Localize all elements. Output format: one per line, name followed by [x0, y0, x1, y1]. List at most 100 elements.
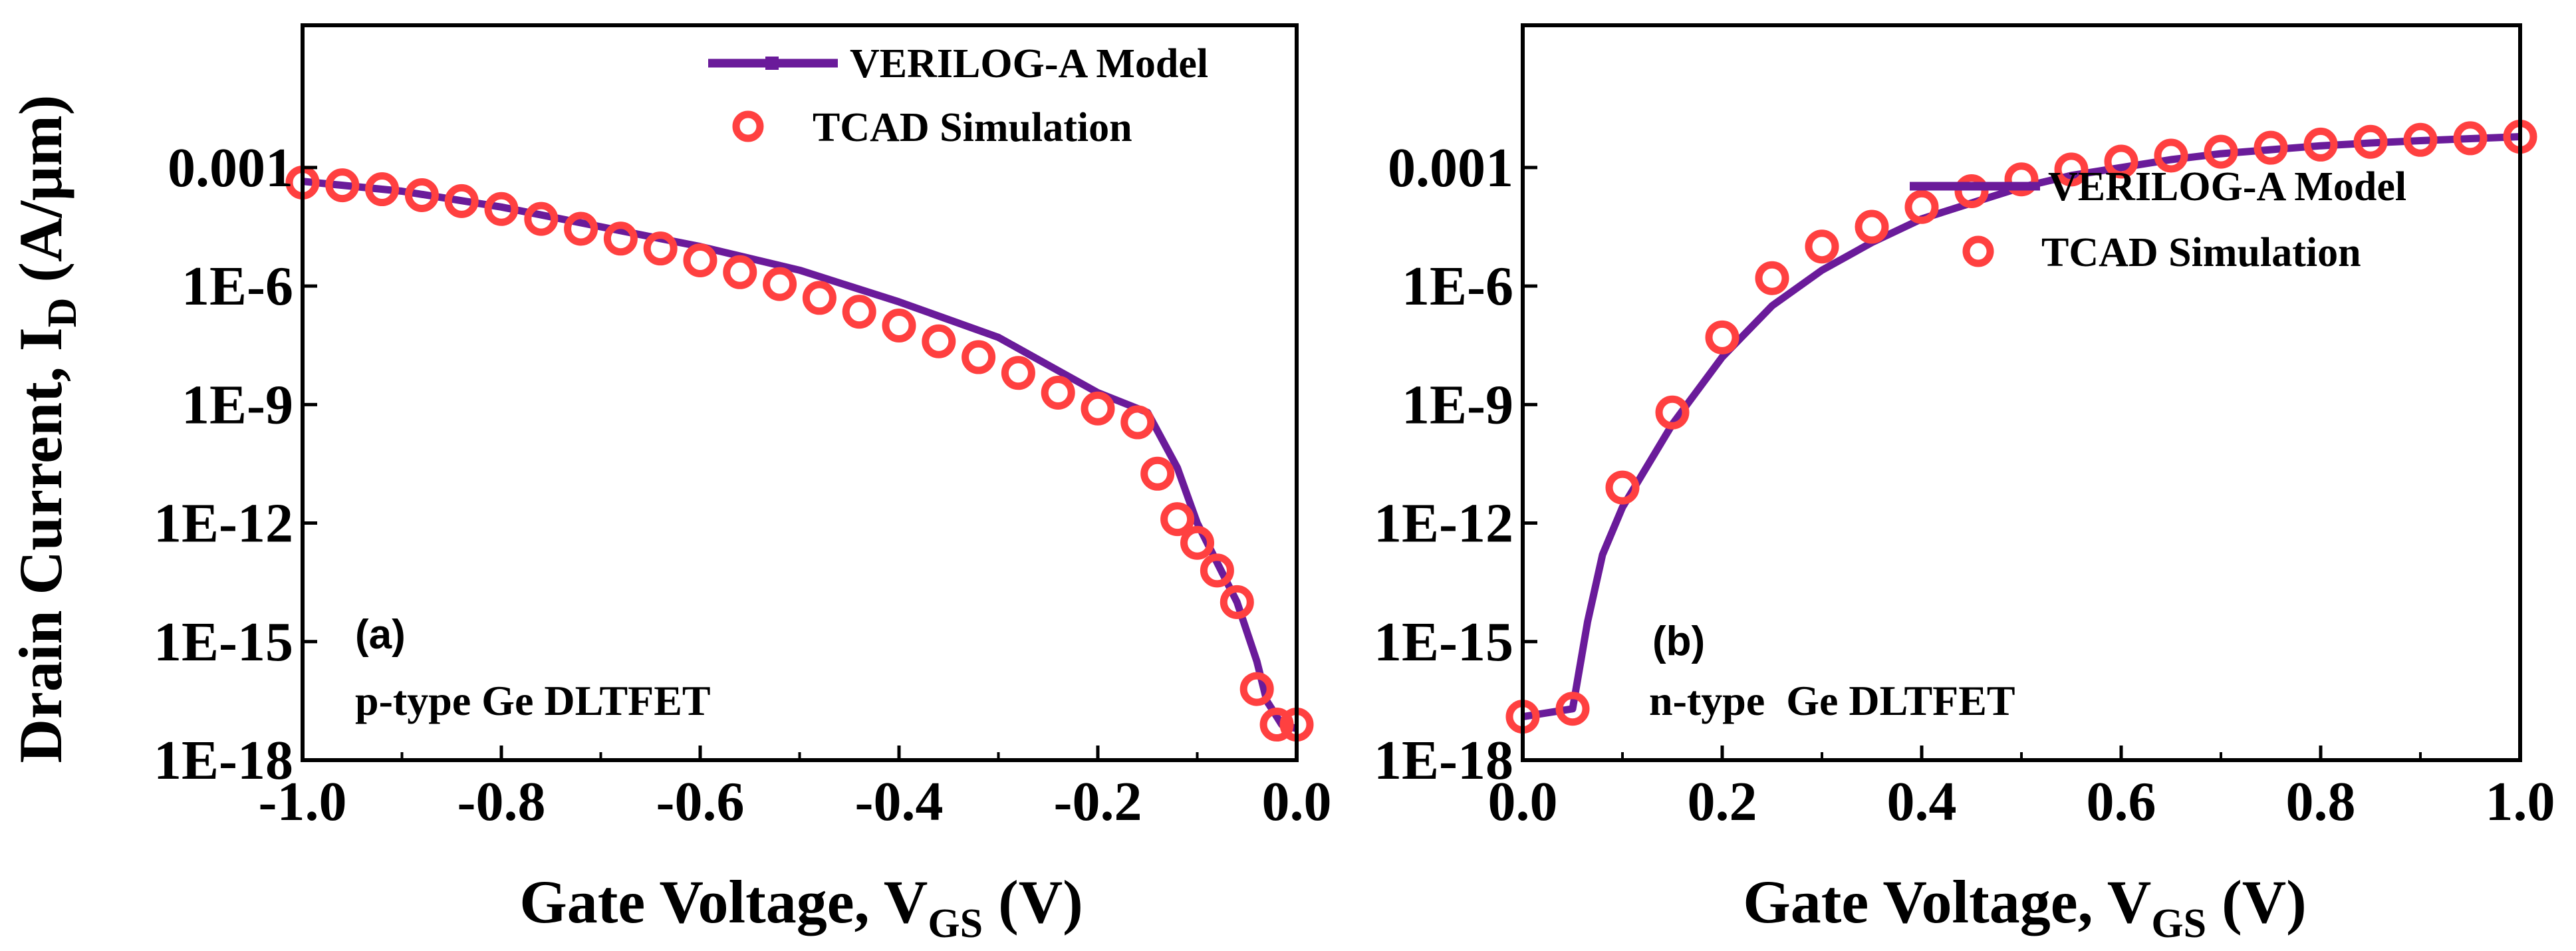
- panel-b-legend: VERILOG-A Model TCAD Simulation: [1910, 164, 2406, 275]
- panel-a-marks: [285, 165, 1314, 742]
- panel-b-x-tick-label: 0.8: [2286, 771, 2356, 833]
- panel-a-legend-circle-swatch: [732, 110, 764, 142]
- panel-a-tcad-point: [1001, 356, 1035, 390]
- panel-b-y-tick-label: 1E-9: [1402, 374, 1513, 436]
- panel-a-legend: VERILOG-A Model TCAD Simulation: [708, 41, 1208, 150]
- panel-b-tcad-point: [1805, 229, 1839, 264]
- panel-b-tcad-point: [1954, 174, 1989, 209]
- panel-a-x-tick-label: 0.0: [1262, 771, 1332, 833]
- panel-b-tcad-point: [1705, 320, 1739, 354]
- panel-a-x-tick-label: -0.2: [1054, 771, 1142, 833]
- panel-a-series-model-line: [302, 178, 1298, 732]
- panel-a-tcad-point: [404, 178, 439, 212]
- panel-a-x-tick-label: -1.0: [259, 771, 347, 833]
- panel-b-y-tick-label: 1E-12: [1374, 493, 1513, 555]
- panel-b-x-axis-title-unit: (V): [2206, 868, 2307, 936]
- y-axis-title: Drain Current, ID (A/μm): [7, 95, 85, 763]
- panel-a-tcad-point: [683, 243, 717, 277]
- panel-b-y-ticks: 0.001 1E-6 1E-9 1E-12 1E-15 1E-18: [1374, 137, 1537, 791]
- panel-b-tcad-point: [2104, 144, 2138, 179]
- panel-b-tcad-point: [2154, 138, 2188, 173]
- panel-a-tcad-point: [1120, 405, 1155, 440]
- panel-b-legend-model-label: VERILOG-A Model: [2048, 164, 2406, 209]
- panel-b-tcad-point: [2303, 127, 2338, 162]
- panel-a-y-tick-label: 1E-18: [154, 730, 293, 791]
- panel-b-legend-circle-swatch: [1962, 235, 1994, 267]
- panel-a-tcad-point: [1180, 525, 1214, 560]
- panel-b-x-axis-title: Gate Voltage, VGS (V): [1743, 868, 2307, 946]
- panel-b-tcad-point: [2353, 124, 2388, 159]
- panel-a-tcad-point: [1220, 585, 1254, 619]
- panel-b-tcad-point: [2403, 122, 2438, 157]
- panel-a-tcad-point: [842, 295, 876, 329]
- panel-b-tcad-point: [1904, 190, 1939, 224]
- panel-a-tcad-point: [325, 168, 360, 203]
- panel-b-x-tick-label: 1.0: [2486, 771, 2555, 833]
- panel-a: -1.0 -0.8 -0.6 -0.4 -0.2 0.0 0.001 1E-6 1E-9 1E-…: [154, 23, 1332, 946]
- panel-a-y-ticks: 0.001 1E-6 1E-9 1E-12 1E-15 1E-18: [154, 137, 317, 791]
- panel-a-tcad-point: [763, 267, 797, 301]
- panel-a-tcad-point: [723, 255, 757, 289]
- panel-a-legend-model-label: VERILOG-A Model: [850, 41, 1208, 86]
- panel-b-y-tick-label: 0.001: [1388, 137, 1513, 199]
- panel-a-tcad-point: [1239, 672, 1274, 706]
- panel-a-tcad-point: [802, 281, 837, 315]
- panel-a-x-tick-label: -0.4: [855, 771, 944, 833]
- panel-a-annotation: p-type Ge DLTFET: [355, 677, 711, 724]
- panel-b-marks: [1505, 120, 2537, 734]
- panel-a-tcad-point: [962, 340, 996, 374]
- panel-b-y-tick-label: 1E-15: [1374, 611, 1513, 673]
- panel-a-tcad-point: [524, 202, 559, 236]
- panel-a-x-axis-title: Gate Voltage, VGS (V): [519, 868, 1083, 946]
- panel-a-x-tick-label: -0.8: [457, 771, 546, 833]
- panel-b-y-tick-label: 1E-18: [1374, 730, 1513, 791]
- panel-b-legend-tcad-label: TCAD Simulation: [2041, 230, 2361, 275]
- panel-b-label: (b): [1652, 618, 1705, 664]
- y-axis-title-sub: D: [40, 298, 85, 328]
- panel-b-tcad-point: [2254, 130, 2288, 165]
- panel-a-x-tick-label: -0.6: [656, 771, 745, 833]
- panel-b-annotation: n-type Ge DLTFET: [1649, 677, 2015, 724]
- panel-b-tcad-point: [2004, 162, 2039, 197]
- panel-a-frame: [301, 23, 1299, 762]
- panel-b-tcad-point: [2204, 134, 2238, 169]
- panel-a-tcad-point: [1140, 456, 1175, 491]
- panel-b-tcad-point: [1605, 470, 1640, 505]
- panel-a-tcad-point: [882, 309, 916, 343]
- panel-a-y-tick-label: 1E-9: [182, 374, 293, 436]
- panel-a-x-axis-title-sub: GS: [928, 901, 983, 946]
- panel-b-x-axis-title-sub: GS: [2151, 901, 2206, 946]
- panel-a-legend-tcad-label: TCAD Simulation: [813, 105, 1132, 150]
- panel-a-tcad-point: [1081, 391, 1115, 426]
- panel-a-x-axis-title-unit: (V): [983, 868, 1083, 936]
- panel-a-tcad-point: [444, 184, 479, 218]
- panel-b: 0.0 0.2 0.4 0.6 0.8 1.0 0.001 1E-6 1E-9 1E-12 1E-…: [1374, 23, 2555, 946]
- panel-a-tcad-point: [603, 221, 638, 256]
- panel-a-tcad-point: [484, 192, 519, 226]
- panel-b-x-tick-label: 0.2: [1688, 771, 1757, 833]
- panel-b-x-axis-title-main: Gate Voltage, V: [1743, 868, 2151, 936]
- panel-a-x-ticks: -1.0 -0.8 -0.6 -0.4 -0.2 0.0: [259, 746, 1332, 833]
- panel-b-tcad-point: [1655, 395, 1690, 430]
- panel-b-x-tick-label: 0.6: [2087, 771, 2156, 833]
- panel-a-tcad-point: [564, 211, 598, 246]
- panel-a-tcad-point: [365, 172, 400, 207]
- panel-a-tcad-point: [643, 231, 678, 266]
- panel-a-label: (a): [355, 612, 406, 658]
- panel-a-tcad-point: [1160, 502, 1195, 537]
- panel-b-x-ticks: 0.0 0.2 0.4 0.6 0.8 1.0: [1488, 746, 2555, 833]
- panel-a-y-tick-label: 1E-12: [154, 493, 293, 555]
- panel-a-tcad-point: [922, 324, 956, 358]
- panel-b-x-tick-label: 0.4: [1887, 771, 1957, 833]
- panel-a-y-tick-label: 0.001: [168, 137, 293, 199]
- panel-a-legend-square-swatch: [765, 57, 779, 70]
- panel-b-tcad-point: [2054, 152, 2089, 187]
- panel-a-tcad-point: [1259, 708, 1294, 742]
- panel-b-y-tick-label: 1E-6: [1402, 255, 1513, 317]
- panel-a-y-tick-label: 1E-15: [154, 611, 293, 673]
- panel-a-tcad-point: [1041, 376, 1075, 410]
- y-axis-title-main: Drain Current, I: [7, 327, 74, 763]
- panel-b-x-tick-label: 0.0: [1488, 771, 1558, 833]
- panel-a-tcad-point: [1200, 553, 1234, 588]
